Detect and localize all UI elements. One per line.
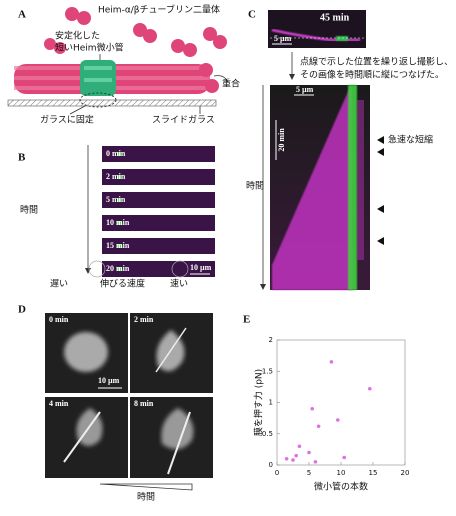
time-stamp: 0 min <box>106 149 126 158</box>
time-stamp: 15 min <box>106 241 130 250</box>
slide-label: スライドガラス <box>152 115 215 126</box>
seed-label: 短いHeim微小管 <box>55 42 124 54</box>
seed <box>117 221 121 225</box>
image-strip <box>102 169 215 185</box>
mark <box>171 260 189 278</box>
panel-label: B <box>18 152 26 164</box>
slide-glass <box>7 99 217 107</box>
x-tick-label: 20 <box>401 469 410 477</box>
dimers <box>44 7 227 57</box>
plot-frame <box>276 339 406 466</box>
point <box>291 458 295 462</box>
dimer-label: Heim-α/βチューブリン二量体 <box>98 4 220 16</box>
x-tick-label: 10 <box>337 469 346 477</box>
image-strip <box>102 238 215 254</box>
scale-label: 10 µm <box>98 376 120 385</box>
point <box>284 456 289 461</box>
image-strip <box>102 146 215 162</box>
time-stamp: 8 min <box>134 399 154 408</box>
time-label: 時間 <box>246 181 264 192</box>
x-tick-label: 5 <box>307 469 311 477</box>
fixed-label: ガラスに固定 <box>40 114 94 126</box>
time-label: 時間 <box>137 492 155 503</box>
seed <box>117 267 121 271</box>
panel-b: B 時間 0 min 2 min 5 min 10 min 15 min 20 min 10… <box>18 145 215 290</box>
shrink-label: 急速な短縮 <box>388 134 433 146</box>
y-tick-label: 0 <box>269 461 273 469</box>
image-strip <box>102 215 215 231</box>
point <box>294 453 299 458</box>
polymerize-label: 重合 <box>222 78 240 90</box>
seed-label: 安定化した <box>55 30 100 42</box>
point <box>342 455 347 460</box>
scale-label: 20 min <box>277 128 286 152</box>
image-strip <box>102 192 215 208</box>
y-axis-label: 膜を押す力 (pN) <box>253 369 265 436</box>
panel-label: E <box>243 314 250 326</box>
panel-d: D 0 min 2 min 4 min 8 min 10 µm 時間 <box>18 304 213 503</box>
time-stamp: 45 min <box>320 12 350 23</box>
point <box>316 424 321 429</box>
time-label: 時間 <box>20 205 38 216</box>
scale-label: 5 µm <box>274 34 292 43</box>
panel-a: A Heim-α/βチューブリン二量体 安定化した 短いHeim微小管 重合 ガ… <box>7 4 240 126</box>
x-axis-label: 微小管の本数 <box>314 481 368 493</box>
time-stamp: 20 min <box>106 264 130 273</box>
time-stamp: 4 min <box>49 399 69 408</box>
fast-label: 速い <box>170 279 188 290</box>
microtubule <box>14 60 219 96</box>
y-tick-label: 1 <box>269 399 273 407</box>
seed <box>117 175 121 179</box>
point <box>310 406 315 411</box>
y-tick-label: 1.5 <box>262 367 273 375</box>
panel-c: C 45 min 5 µm 点線で示した位置を繰り返し撮影し、 その画像を時間順… <box>246 9 453 290</box>
time-stamp: 0 min <box>49 315 69 324</box>
note: 点線で示した位置を繰り返し撮影し、 <box>300 56 453 68</box>
point <box>307 450 311 455</box>
panel-label: D <box>18 304 26 316</box>
x-tick-label: 0 <box>275 469 279 477</box>
time-stamp: 2 min <box>106 172 126 181</box>
point <box>313 460 318 464</box>
scale-label: 10 µm <box>190 263 212 272</box>
y-tick-label: 0.5 <box>262 430 273 438</box>
speed-label: 伸びる速度 <box>100 278 145 290</box>
point <box>329 360 334 364</box>
scale-label: 5 µm <box>296 85 314 94</box>
point <box>336 418 340 422</box>
point <box>368 386 372 391</box>
panel-label: A <box>18 9 26 21</box>
time-stamp: 5 min <box>106 195 126 204</box>
slow-label: 遅い <box>50 279 68 290</box>
seed <box>117 244 121 248</box>
x-tick-label: 15 <box>369 469 378 477</box>
panel-label: C <box>248 9 256 21</box>
seed <box>117 152 121 156</box>
time-stamp: 10 min <box>106 218 130 227</box>
y-tick-label: 2 <box>269 336 273 344</box>
seed <box>117 198 121 202</box>
note: その画像を時間順に縦につなげた。 <box>300 69 444 81</box>
panel-e: E 0 5 10 15 20 0 0.5 1 1.5 2 微小管の本数 膜を押す力 (pN) <box>243 314 409 493</box>
time-stamp: 2 min <box>134 315 154 324</box>
point <box>297 444 302 449</box>
mark <box>88 260 106 278</box>
